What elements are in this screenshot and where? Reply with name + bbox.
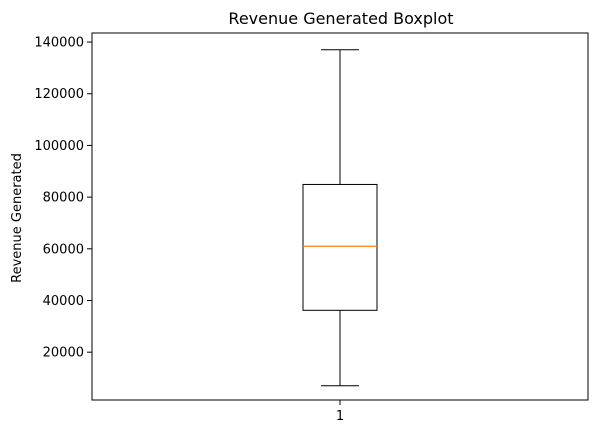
y-tick-label: 140000 bbox=[34, 36, 84, 51]
plot-area: 20000 40000 60000 80000 100000 120000 140000 1 bbox=[34, 32, 589, 424]
y-tick-label: 40000 bbox=[43, 294, 84, 309]
y-tick-label: 60000 bbox=[43, 242, 84, 257]
y-tick-label: 100000 bbox=[34, 139, 84, 154]
chart-title: Revenue Generated Boxplot bbox=[228, 9, 453, 28]
y-tick-label: 20000 bbox=[43, 346, 84, 361]
y-tick-label: 80000 bbox=[43, 191, 84, 206]
x-tick-label: 1 bbox=[336, 409, 344, 424]
iqr-box bbox=[302, 183, 378, 311]
y-tick-label: 120000 bbox=[34, 87, 84, 102]
y-axis-label: Revenue Generated bbox=[10, 153, 25, 283]
